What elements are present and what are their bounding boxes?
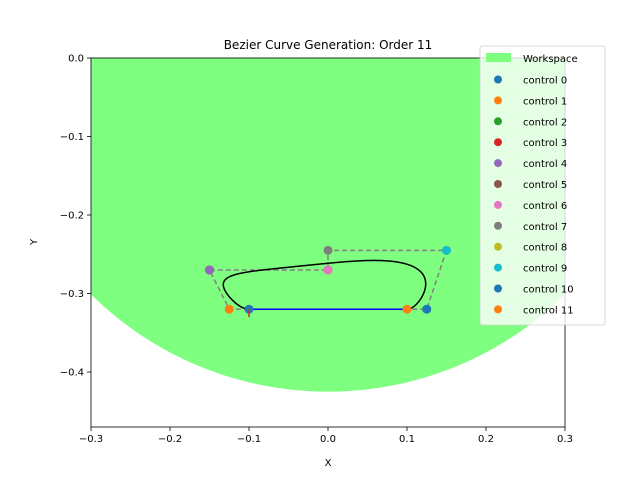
x-tick-label: 0.1 xyxy=(399,434,415,445)
y-tick-label: −0.3 xyxy=(60,289,84,300)
legend-marker-control-6 xyxy=(494,200,502,209)
plot-area xyxy=(91,58,565,392)
legend-label-control-0: control 0 xyxy=(523,76,567,87)
y-tick-label: −0.4 xyxy=(60,368,84,379)
x-tick-label: 0.0 xyxy=(320,434,336,445)
control-point-9 xyxy=(442,245,451,255)
chart-title: Bezier Curve Generation: Order 11 xyxy=(224,38,433,52)
control-points xyxy=(205,245,451,314)
control-polygon xyxy=(208,249,448,310)
legend-label-control-2: control 2 xyxy=(523,117,567,128)
y-tick-label: −0.2 xyxy=(60,211,84,222)
legend-label-control-8: control 8 xyxy=(523,243,567,254)
legend-label-control-3: control 3 xyxy=(523,138,567,149)
control-point-7 xyxy=(323,245,333,255)
x-tick-label: −0.3 xyxy=(79,434,103,445)
legend-marker-control-0 xyxy=(494,75,502,84)
legend-control-entries: control 0 control 1 control 2 control 3 cont… xyxy=(494,75,574,316)
legend-marker-control-8 xyxy=(494,242,502,251)
legend-marker-control-9 xyxy=(494,263,502,272)
control-point-1 xyxy=(224,304,234,314)
legend-marker-control-10 xyxy=(494,284,502,293)
y-tick-label: 0.0 xyxy=(68,54,84,65)
bezier-curve xyxy=(222,259,427,310)
control-point-11 xyxy=(402,304,412,314)
legend-label-control-9: control 9 xyxy=(523,264,567,275)
legend-label-workspace: Workspace xyxy=(523,54,578,65)
legend-marker-control-2 xyxy=(494,117,502,126)
legend-label-control-5: control 5 xyxy=(523,180,567,191)
legend-label-control-6: control 6 xyxy=(523,201,567,212)
legend-label-control-1: control 1 xyxy=(523,96,567,107)
legend-marker-control-3 xyxy=(494,138,502,147)
legend-label-control-7: control 7 xyxy=(523,222,567,233)
x-axis: −0.3 −0.2 −0.1 0.0 0.1 0.2 0.3 xyxy=(79,427,573,445)
legend-frame xyxy=(479,45,606,326)
workspace-region xyxy=(91,58,565,392)
y-axis-label: Y xyxy=(29,238,40,246)
legend-marker-control-1 xyxy=(494,96,502,105)
legend-label-control-4: control 4 xyxy=(523,159,567,170)
x-axis-label: X xyxy=(325,458,332,469)
x-tick-label: −0.1 xyxy=(237,434,261,445)
y-axis: 0.0 −0.1 −0.2 −0.3 −0.4 xyxy=(60,54,91,379)
legend-marker-control-11 xyxy=(494,305,502,314)
legend-marker-control-5 xyxy=(494,180,502,188)
y-tick-label: −0.1 xyxy=(60,132,84,143)
legend-marker-control-7 xyxy=(494,221,502,230)
control-point-6 xyxy=(323,265,333,275)
legend-marker-control-4 xyxy=(494,159,502,168)
x-tick-label: 0.2 xyxy=(478,434,494,445)
legend-label-control-11: control 11 xyxy=(523,305,574,316)
control-point-4 xyxy=(205,265,214,275)
x-tick-label: −0.2 xyxy=(158,434,182,445)
legend-swatch-workspace xyxy=(486,53,511,62)
control-point-10 xyxy=(422,304,432,314)
legend-label-control-10: control 10 xyxy=(523,285,574,296)
x-tick-label: 0.3 xyxy=(557,434,573,445)
